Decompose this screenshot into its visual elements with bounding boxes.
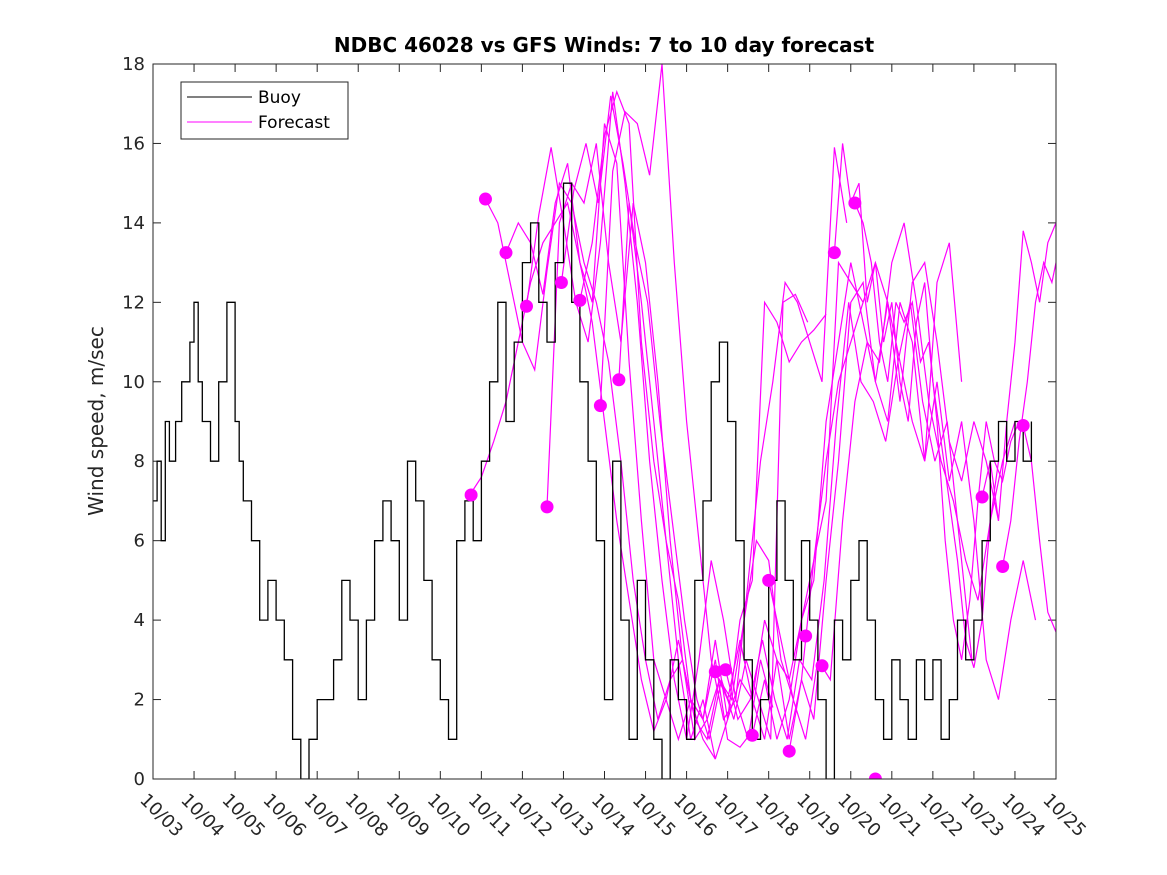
forecast-marker (745, 728, 759, 742)
forecast-line (833, 143, 1000, 668)
forecast-line (579, 89, 827, 760)
forecast-marker (593, 399, 607, 413)
forecast-marker (554, 275, 568, 289)
forecast-marker (520, 299, 534, 313)
forecast-marker (573, 293, 587, 307)
forecast-marker (799, 629, 813, 643)
forecast-marker (708, 665, 722, 679)
forecast-marker (478, 192, 492, 206)
forecast-marker (540, 500, 554, 514)
forecast-marker (975, 490, 989, 504)
legend-box (180, 81, 349, 140)
forecast-marker (464, 488, 478, 502)
y-tick-label: 4 (134, 610, 145, 631)
forecast-marker (848, 196, 862, 210)
y-tick-label: 16 (122, 133, 145, 154)
forecast-marker (815, 659, 829, 673)
y-axis-label: Wind speed, m/sec (84, 326, 108, 516)
y-tick-label: 2 (134, 690, 145, 711)
forecast-line (1002, 260, 1056, 567)
forecast-line (505, 123, 753, 749)
forecast-series-group (470, 64, 1056, 760)
forecast-marker (762, 573, 776, 587)
forecast-line (618, 202, 864, 740)
legend-forecast-label: Forecast (258, 113, 330, 133)
forecast-line (714, 242, 963, 740)
chart-title: NDBC 46028 vs GFS Winds: 7 to 10 day for… (334, 33, 875, 57)
forecast-line (981, 222, 1056, 521)
forecast-marker (612, 373, 626, 387)
forecast-marker (827, 246, 841, 260)
forecast-line (1022, 425, 1056, 633)
plot-frame (152, 63, 1057, 780)
y-tick-label: 6 (134, 531, 145, 552)
y-tick-label: 18 (122, 54, 145, 75)
y-tick-label: 14 (122, 213, 145, 234)
forecast-marker (782, 744, 796, 758)
forecast-marker (868, 772, 882, 779)
forecast-line (525, 91, 774, 740)
y-tick-label: 10 (122, 372, 145, 393)
legend: Buoy Forecast (180, 81, 349, 140)
y-tick-label: 8 (134, 451, 145, 472)
forecast-line (788, 280, 1037, 752)
y-tick-label: 0 (134, 769, 145, 790)
forecast-marker (499, 246, 513, 260)
forecast-markers-group (464, 192, 1030, 779)
forecast-line (854, 202, 1020, 660)
forecast-line (725, 302, 973, 740)
forecast-line (768, 222, 1016, 740)
forecast-marker (1016, 418, 1030, 432)
legend-buoy-label: Buoy (258, 88, 301, 108)
forecast-marker (996, 559, 1010, 573)
forecast-line (599, 64, 848, 721)
forecast-marker (719, 663, 733, 677)
y-tick-label: 12 (122, 292, 145, 313)
